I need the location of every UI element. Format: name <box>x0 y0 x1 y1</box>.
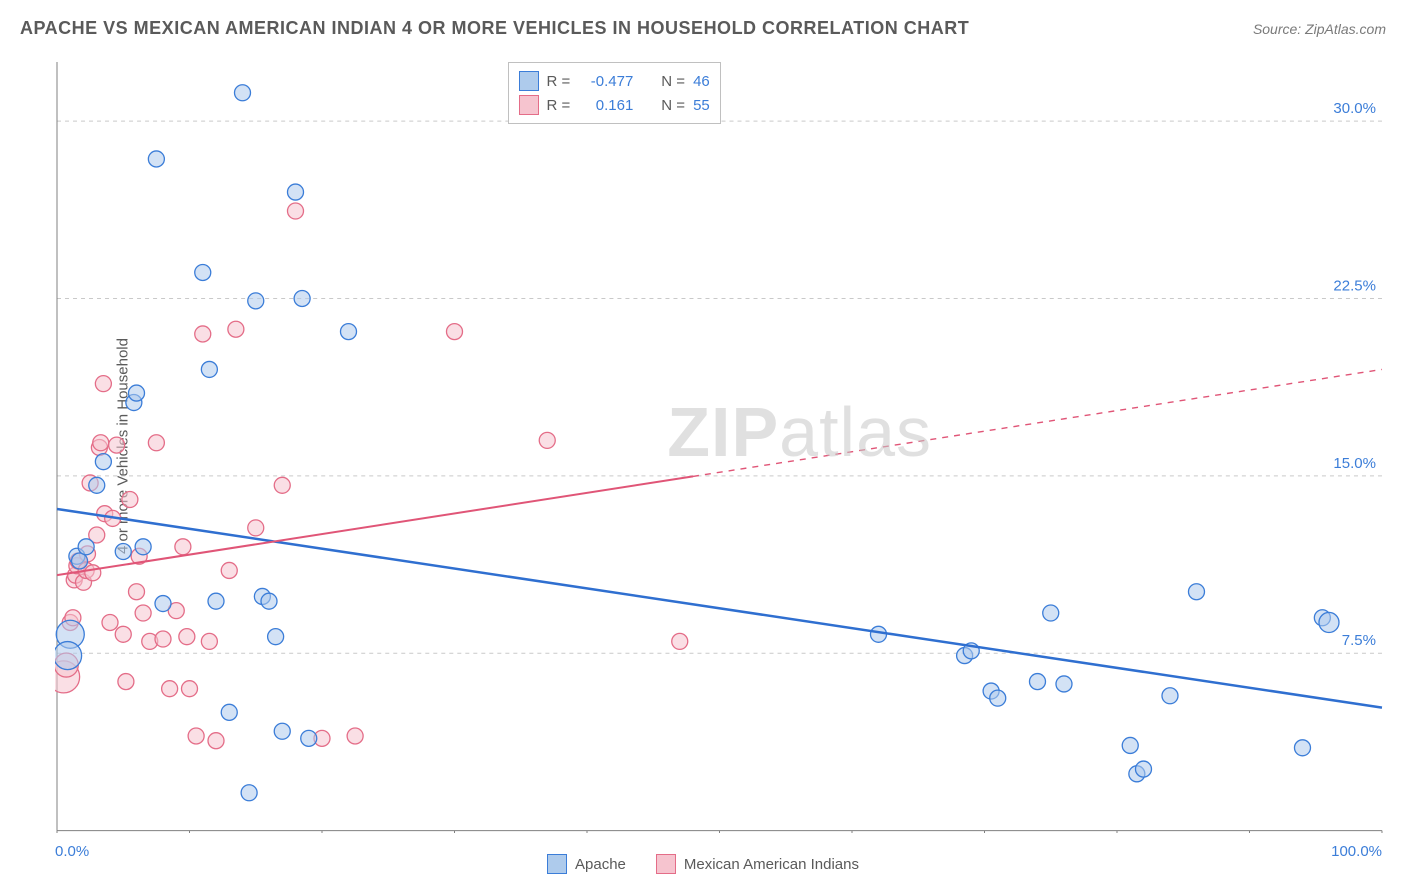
y-tick-label: 15.0% <box>1333 455 1376 472</box>
chart-title: APACHE VS MEXICAN AMERICAN INDIAN 4 OR M… <box>20 18 969 39</box>
data-point <box>102 614 118 630</box>
data-point <box>208 733 224 749</box>
data-point <box>115 626 131 642</box>
data-point <box>55 642 82 670</box>
data-point <box>85 565 101 581</box>
correlation-legend: R = -0.477 N = 46 R = 0.161 N = 55 <box>508 62 721 124</box>
data-point <box>95 454 111 470</box>
data-point <box>208 593 224 609</box>
data-point <box>287 203 303 219</box>
series-legend: Apache Mexican American Indians <box>0 854 1406 874</box>
data-point <box>201 633 217 649</box>
n-value: 46 <box>693 73 710 90</box>
trend-line-dashed <box>693 369 1382 476</box>
n-value: 55 <box>693 97 710 114</box>
data-point <box>128 385 144 401</box>
data-point <box>195 264 211 280</box>
data-point <box>539 432 555 448</box>
legend-swatch <box>547 854 567 874</box>
data-point <box>122 491 138 507</box>
legend-item: Mexican American Indians <box>656 854 859 874</box>
data-point <box>1319 612 1339 632</box>
data-point <box>93 435 109 451</box>
data-point <box>109 437 125 453</box>
chart-area: 4 or more Vehicles in Household 7.5%15.0… <box>55 60 1386 832</box>
data-point <box>78 539 94 555</box>
data-point <box>287 184 303 200</box>
chart-header: APACHE VS MEXICAN AMERICAN INDIAN 4 OR M… <box>20 18 1386 39</box>
data-point <box>294 290 310 306</box>
data-point <box>274 477 290 493</box>
data-point <box>446 324 462 340</box>
trend-line <box>57 476 693 575</box>
data-point <box>241 785 257 801</box>
data-point <box>175 539 191 555</box>
data-point <box>1056 676 1072 692</box>
data-point <box>248 293 264 309</box>
data-point <box>188 728 204 744</box>
data-point <box>1135 761 1151 777</box>
data-point <box>301 730 317 746</box>
data-point <box>347 728 363 744</box>
data-point <box>1029 674 1045 690</box>
legend-swatch <box>519 71 539 91</box>
data-point <box>234 85 250 101</box>
legend-label: Apache <box>575 856 626 873</box>
data-point <box>261 593 277 609</box>
data-point <box>221 704 237 720</box>
data-point <box>1294 740 1310 756</box>
data-point <box>201 361 217 377</box>
n-label: N = <box>661 97 685 114</box>
r-value: -0.477 <box>578 73 633 90</box>
data-point <box>248 520 264 536</box>
legend-item: Apache <box>547 854 626 874</box>
data-point <box>221 562 237 578</box>
data-point <box>162 681 178 697</box>
data-point <box>115 544 131 560</box>
data-point <box>1188 584 1204 600</box>
y-tick-label: 30.0% <box>1333 100 1376 117</box>
n-label: N = <box>661 73 685 90</box>
legend-swatch <box>519 95 539 115</box>
data-point <box>268 629 284 645</box>
r-label: R = <box>547 73 571 90</box>
data-point <box>118 674 134 690</box>
data-point <box>1043 605 1059 621</box>
y-tick-label: 7.5% <box>1342 632 1376 649</box>
data-point <box>274 723 290 739</box>
data-point <box>89 477 105 493</box>
data-point <box>135 539 151 555</box>
data-point <box>135 605 151 621</box>
data-point <box>990 690 1006 706</box>
scatter-plot: 7.5% 15.0% 22.5% 30.0% <box>55 60 1386 833</box>
r-value: 0.161 <box>578 97 633 114</box>
data-point <box>155 596 171 612</box>
r-label: R = <box>547 97 571 114</box>
data-point <box>1122 737 1138 753</box>
chart-source: Source: ZipAtlas.com <box>1253 21 1386 37</box>
data-point <box>128 584 144 600</box>
data-point <box>1162 688 1178 704</box>
legend-swatch <box>656 854 676 874</box>
correlation-row: R = -0.477 N = 46 <box>519 69 710 93</box>
correlation-row: R = 0.161 N = 55 <box>519 93 710 117</box>
data-point <box>148 151 164 167</box>
data-point <box>195 326 211 342</box>
data-point <box>340 324 356 340</box>
data-point <box>672 633 688 649</box>
trend-line <box>57 509 1382 708</box>
data-point <box>148 435 164 451</box>
data-point <box>181 681 197 697</box>
data-point <box>228 321 244 337</box>
legend-label: Mexican American Indians <box>684 856 859 873</box>
data-point <box>95 376 111 392</box>
data-point <box>870 626 886 642</box>
y-tick-label: 22.5% <box>1333 277 1376 294</box>
data-point <box>155 631 171 647</box>
data-point <box>179 629 195 645</box>
